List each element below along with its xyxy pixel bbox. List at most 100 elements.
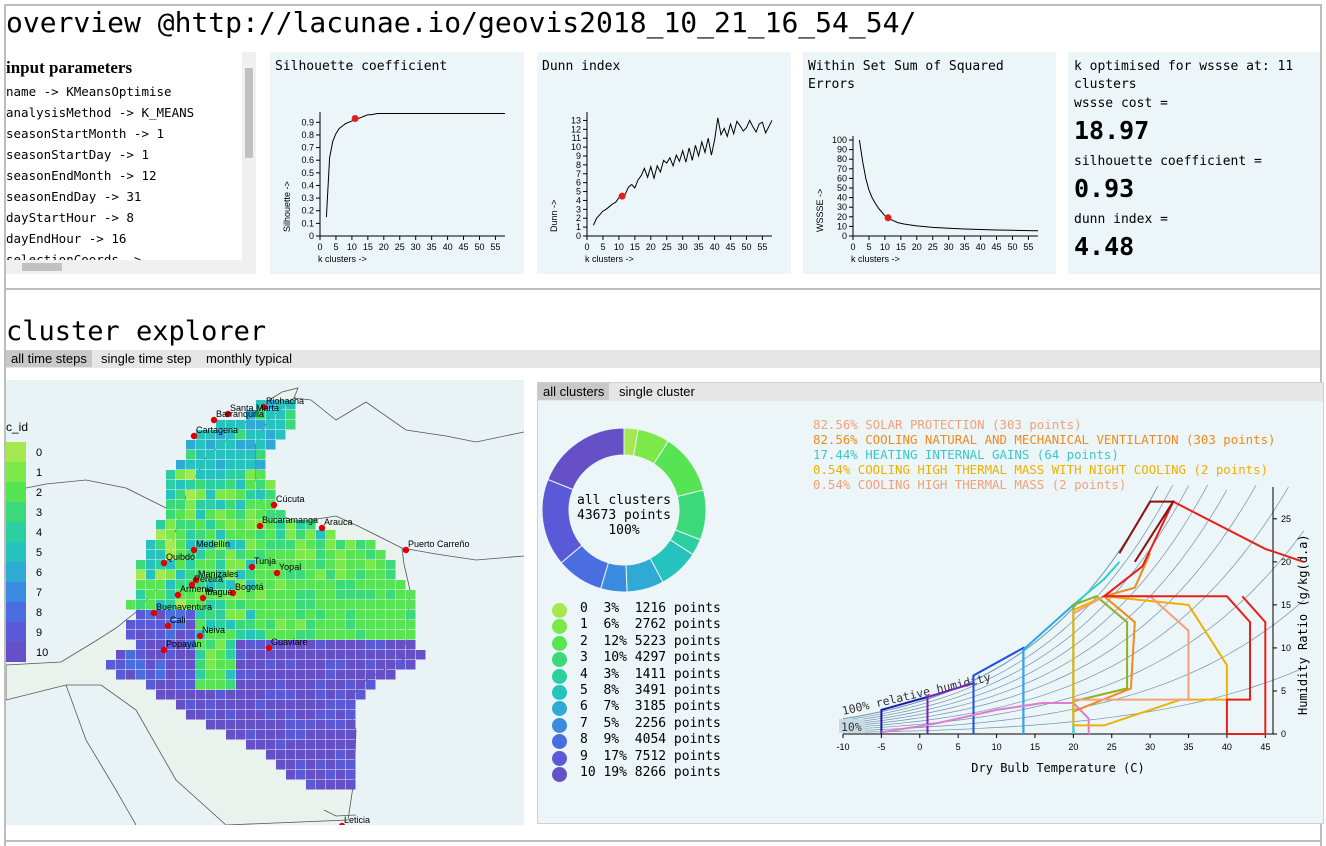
map-cell: [306, 610, 316, 620]
map-cell: [116, 670, 126, 680]
map-cell: [316, 680, 326, 690]
map-cell: [136, 640, 146, 650]
map-cell: [156, 680, 166, 690]
map-cell: [176, 560, 186, 570]
params-vertical-scrollbar[interactable]: [242, 52, 256, 274]
map-cell: [316, 580, 326, 590]
map-cell: [406, 650, 416, 660]
x-tick-label: 5: [333, 242, 338, 252]
map-cell: [196, 520, 206, 530]
map-cell: [236, 640, 246, 650]
y-tick-label: 12: [571, 124, 581, 134]
map-cell: [186, 500, 196, 510]
params-horizontal-scrollbar[interactable]: [6, 260, 242, 274]
map-cell: [226, 620, 236, 630]
map-cell: [196, 640, 206, 650]
map-cell: [316, 620, 326, 630]
coast-line: [6, 479, 167, 509]
cluster-stat-label: 0 3% 1216 points: [580, 601, 721, 616]
map-cell: [306, 560, 316, 570]
map-cell: [176, 670, 186, 680]
map-cell: [366, 600, 376, 610]
map-cell: [166, 670, 176, 680]
map-cell: [176, 570, 186, 580]
map-cell: [206, 700, 216, 710]
x-tick-label: 10: [347, 242, 357, 252]
tab-all-time-steps[interactable]: all time steps: [6, 350, 92, 367]
map-cell: [236, 500, 246, 510]
map-cell: [356, 640, 366, 650]
map-cell: [206, 690, 216, 700]
map-cell: [236, 470, 246, 480]
map-cell: [296, 650, 306, 660]
x-tick-label: 0: [584, 242, 589, 252]
map-cell: [126, 650, 136, 660]
map-cell: [226, 650, 236, 660]
map-cell: [216, 570, 226, 580]
city-label: Barranquilla: [216, 409, 264, 419]
tab-single-time-step[interactable]: single time step: [101, 351, 192, 366]
x-tick-label: 25: [1107, 742, 1117, 752]
map-cell: [246, 470, 256, 480]
map-cell: [256, 650, 266, 660]
map-cell: [196, 580, 206, 590]
map-cell: [346, 640, 356, 650]
map-cell: [306, 670, 316, 680]
tab-monthly-typical[interactable]: monthly typical: [206, 351, 292, 366]
map-cell: [266, 710, 276, 720]
map-cell: [146, 670, 156, 680]
map-cell: [206, 480, 216, 490]
tab-single-cluster[interactable]: single cluster: [619, 384, 695, 399]
x-tick-label: 25: [395, 242, 405, 252]
map-cell: [396, 590, 406, 600]
city-marker: [190, 546, 198, 554]
strategy-item: 82.56% COOLING NATURAL AND MECHANICAL VE…: [813, 432, 1276, 447]
city-marker: [270, 501, 278, 509]
map-cell: [226, 580, 236, 590]
map-cell: [276, 420, 286, 430]
map-cell: [166, 630, 176, 640]
rh-curve: [842, 485, 1159, 720]
strategy-item: 0.54% COOLING HIGH THERMAL MASS (2 point…: [813, 477, 1127, 492]
map-cell: [236, 510, 246, 520]
map-panel[interactable]: c_id 0 1 2 3 4 5 6 7 8 9 10 Riohacha Santa Marta Barra…: [6, 380, 524, 825]
map-cell: [226, 430, 236, 440]
map-cell: [166, 530, 176, 540]
map-cell: [306, 760, 316, 770]
map-cell: [146, 640, 156, 650]
scroll-thumb[interactable]: [22, 263, 62, 271]
map-cell: [186, 530, 196, 540]
map-cell: [256, 590, 266, 600]
map-cell: [186, 660, 196, 670]
map-cell: [206, 540, 216, 550]
map-cell: [366, 650, 376, 660]
map-cell: [306, 620, 316, 630]
map-cell: [216, 440, 226, 450]
map-cell: [226, 500, 236, 510]
map-cell: [326, 690, 336, 700]
y-axis-label: Humidity Ratio (g/kg(d.a): [1296, 534, 1310, 715]
map-cell: [136, 560, 146, 570]
y-tick-label: 50: [837, 183, 847, 193]
map-cell: [286, 700, 296, 710]
tab-all-clusters[interactable]: all clusters: [538, 383, 610, 400]
map-cell: [216, 610, 226, 620]
map-cell: [246, 520, 256, 530]
x-tick-label: 5: [600, 242, 605, 252]
cluster-color-dot: [552, 717, 567, 733]
map-cell: [146, 680, 156, 690]
map-cell: [346, 730, 356, 740]
city-label: Tunja: [254, 556, 276, 566]
map-cell: [166, 680, 176, 690]
map-cell: [186, 620, 196, 630]
map-cell: [336, 610, 346, 620]
map-cell: [176, 650, 186, 660]
city-label: Ibagué: [205, 587, 233, 597]
map-cell: [316, 780, 326, 790]
map-cell: [316, 600, 326, 610]
map-cell: [386, 590, 396, 600]
input-parameters-panel[interactable]: input parameters name -> KMeansOptimise a…: [6, 52, 256, 274]
scroll-thumb[interactable]: [245, 68, 253, 158]
